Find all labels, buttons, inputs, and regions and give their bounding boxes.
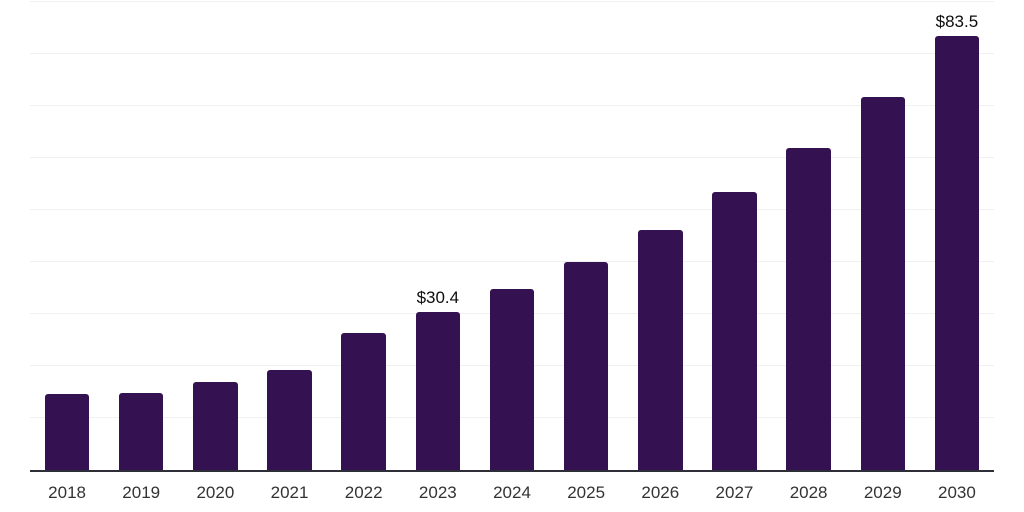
bar-2022 [341,333,386,470]
bar-2020 [193,382,238,470]
bar-2028 [786,147,831,470]
x-tick-label-2018: 2018 [48,483,86,502]
x-tick-label-2020: 2020 [196,483,235,502]
x-tick-label-2024: 2024 [493,483,531,502]
bar-value-label-2023: $30.4 [416,287,460,307]
bar-2019 [118,393,164,470]
x-tick-label-2026: 2026 [641,483,680,502]
x-tick-label-2022: 2022 [344,483,383,502]
x-axis-baseline [30,470,994,472]
plot-area: $30.4 $83.5 [30,1,994,472]
bar-2026 [638,230,683,470]
x-tick-label-2019: 2019 [122,483,161,502]
bar-value-label-2030: $83.5 [935,11,979,31]
x-tick-label-2021: 2021 [270,483,309,502]
bar-2025 [563,262,609,470]
bar-2021 [267,370,312,470]
x-tick-label-2023: 2023 [418,483,457,502]
x-axis-tick-labels: 2018 2019 2020 2021 2022 2023 2024 2025 2026 2027… [30,480,994,506]
gridline-70 [30,105,994,106]
gridline-80 [30,53,994,54]
x-tick-label-2030: 2030 [938,483,976,502]
bar-2030 [934,35,980,470]
x-tick-label-2028: 2028 [789,483,828,502]
bar-2029 [860,96,906,470]
bar-2023 [415,311,461,470]
gridline-50 [30,209,994,210]
bar-2018 [44,394,90,470]
gridline-90 [30,1,994,2]
x-tick-label-2029: 2029 [863,483,902,502]
bar-2024 [489,289,535,470]
gridline-40 [30,261,994,262]
x-tick-label-2025: 2025 [567,483,606,502]
gridline-60 [30,157,994,158]
bar-2027 [712,191,757,470]
x-tick-label-2027: 2027 [715,483,754,502]
